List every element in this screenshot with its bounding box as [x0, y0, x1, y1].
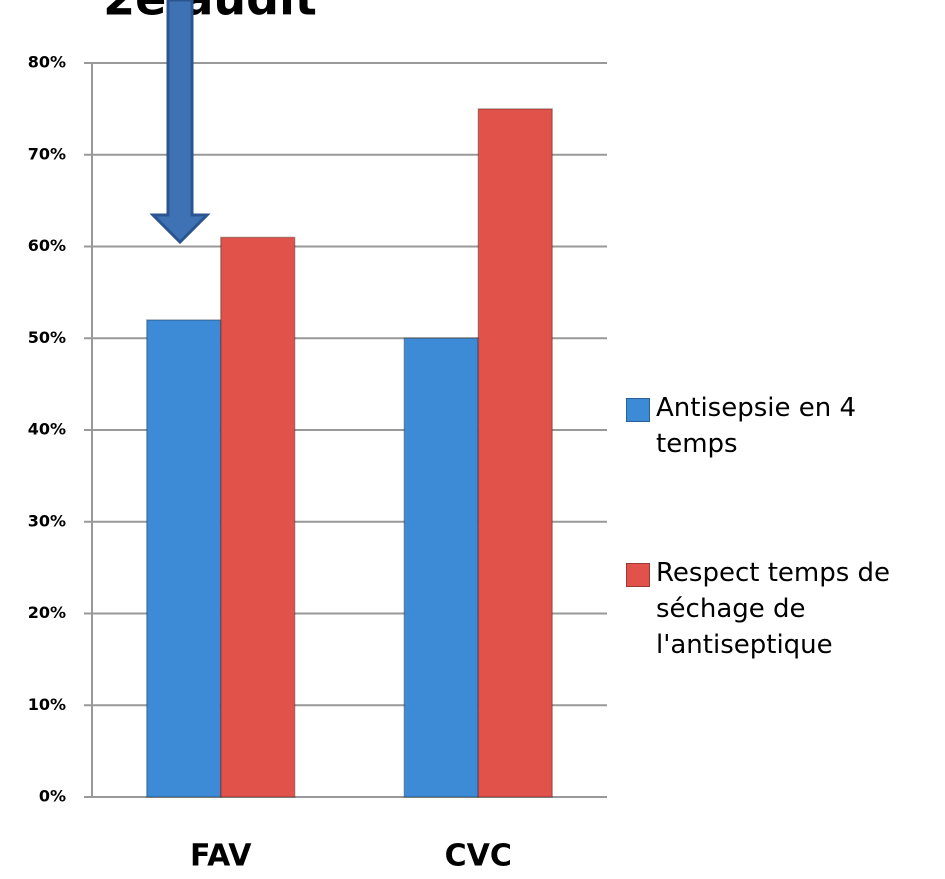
y-tick-label: 60% [28, 236, 66, 255]
legend-swatch [626, 563, 650, 587]
x-tick-label: CVC [445, 839, 512, 874]
y-tick-label: 30% [28, 511, 66, 530]
bar [403, 337, 479, 798]
arrow [149, 0, 211, 245]
bar [477, 108, 553, 798]
legend-label: Antisepsie en 4 temps [656, 393, 857, 459]
y-tick-label: 10% [28, 695, 66, 714]
legend-item: Antisepsie en 4 temps [626, 390, 936, 462]
plot-area: 0% 10% 20% 30% 40% 50% 60% 70% 80% FAV CVC [28, 53, 607, 874]
x-tick-label: FAV [190, 839, 252, 874]
bar [146, 319, 222, 798]
legend-label: Respect temps de séchage de l'antiseptiq… [656, 558, 891, 660]
legend-item: Respect temps de séchage de l'antiseptiq… [626, 555, 936, 663]
y-tick-label: 40% [28, 420, 66, 439]
y-tick-label: 50% [28, 328, 66, 347]
legend-swatch [626, 398, 650, 422]
chart-title: 2e audit [103, 0, 317, 26]
y-tick-label: 0% [39, 787, 66, 806]
bar [220, 236, 296, 798]
y-tick-label: 70% [28, 144, 66, 163]
y-tick-label: 20% [28, 603, 66, 622]
y-tick-label: 80% [28, 53, 66, 72]
